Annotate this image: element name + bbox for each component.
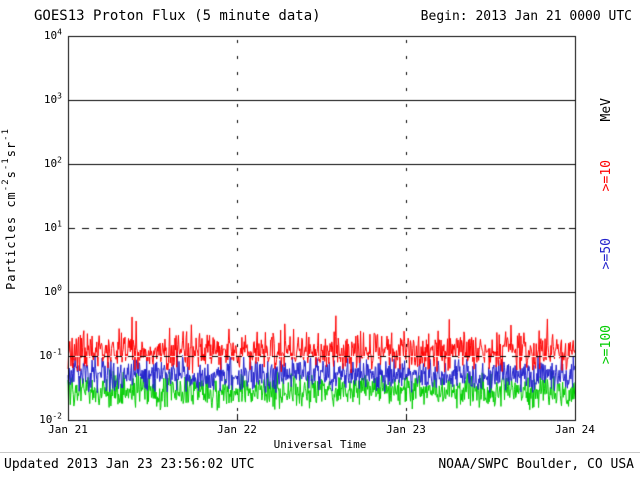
begin-timestamp: Begin: 2013 Jan 21 0000 UTC <box>420 9 632 24</box>
y-axis-label: Particles cm-2s-1sr-1 <box>1 128 18 290</box>
x-axis-label: Universal Time <box>273 438 367 451</box>
updated-timestamp: Updated 2013 Jan 23 23:56:02 UTC <box>4 457 255 472</box>
chart-title: GOES13 Proton Flux (5 minute data) <box>34 8 321 24</box>
source-credit: NOAA/SWPC Boulder, CO USA <box>438 457 634 472</box>
footer: Updated 2013 Jan 23 23:56:02 UTC NOAA/SW… <box>0 452 640 472</box>
